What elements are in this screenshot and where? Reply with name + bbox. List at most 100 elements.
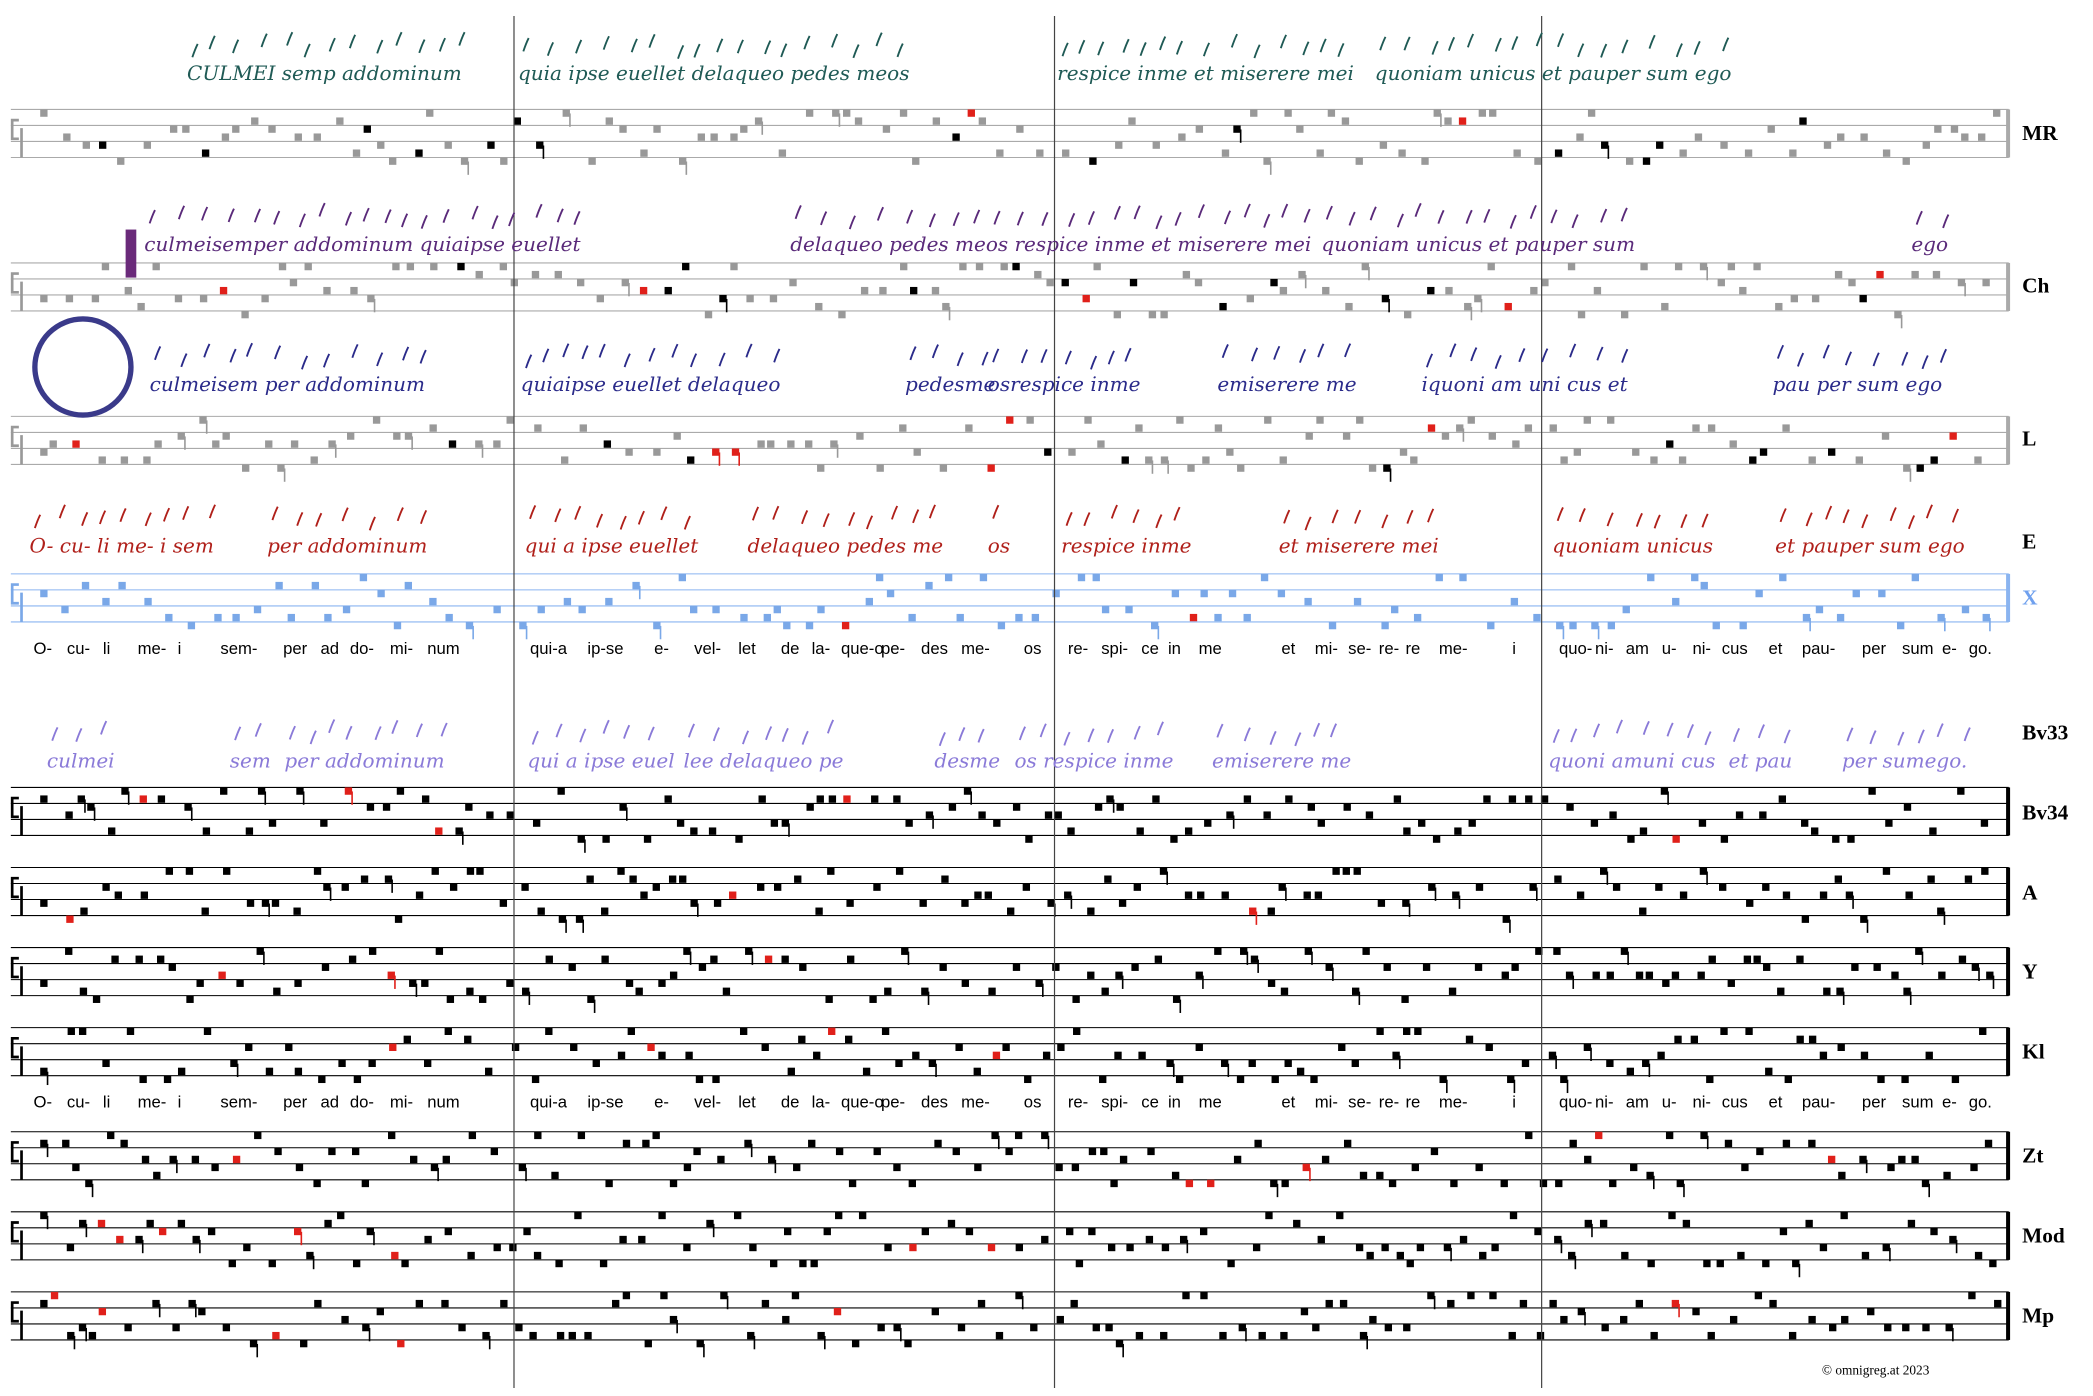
lyric-syllable: sem- (220, 639, 257, 658)
neume-note (458, 1323, 466, 1332)
neume-note (1788, 1331, 1797, 1340)
neume-note (1338, 1043, 1346, 1052)
neume-note (1179, 1235, 1188, 1244)
neume-sign (1230, 33, 1238, 48)
neume-note (1248, 1059, 1256, 1068)
neume-note (1300, 1307, 1309, 1316)
neume-note (1088, 1147, 1097, 1156)
lyric-syllable: per (283, 639, 308, 658)
neume-note (961, 899, 969, 907)
manuscript-text: O- cu- li me- i sem (30, 534, 214, 558)
neume-note (1220, 1059, 1229, 1068)
neume-note (1092, 1323, 1100, 1332)
neume-note (313, 867, 322, 875)
neume-note (939, 963, 947, 971)
neume-note (1694, 133, 1703, 141)
neume-note (1993, 109, 2001, 117)
neume-note (1777, 987, 1785, 995)
neume-note (245, 827, 254, 835)
manuscript-text: qui a ipse euellet (525, 534, 700, 558)
neume-note (1898, 1155, 1906, 1164)
neume-note (965, 424, 973, 432)
neume-note (1485, 1043, 1493, 1052)
neume-note (1302, 1163, 1310, 1172)
neume-note (1827, 1155, 1836, 1164)
neume-sign (683, 515, 691, 530)
neume-note (1622, 605, 1630, 614)
neume-sign (1693, 40, 1701, 55)
neume-sign (1175, 40, 1184, 55)
neume-note (1934, 125, 1942, 133)
neume-note (1113, 310, 1122, 319)
neume-sign (931, 344, 939, 359)
neume-note (1556, 621, 1564, 630)
neume-sign (773, 348, 781, 363)
neume-note (318, 1075, 326, 1084)
neume-sign (144, 512, 152, 527)
neume-note (1228, 589, 1237, 598)
neume-note (798, 1035, 806, 1043)
neume-note (1383, 464, 1391, 472)
neume-note (1277, 589, 1286, 598)
neume-note (268, 819, 277, 827)
neume-note (1160, 1331, 1168, 1340)
neume-note (1458, 117, 1467, 125)
neume-sign (575, 39, 583, 54)
neume-sign (992, 504, 1000, 519)
neume-note (1447, 1299, 1455, 1308)
neume-note (1030, 1323, 1038, 1332)
neume-note (629, 875, 637, 883)
neume-note (1160, 456, 1169, 464)
neume-note (1056, 1315, 1064, 1324)
neume-note (1489, 1291, 1497, 1300)
neume-note (955, 1043, 963, 1052)
neume-note (533, 1251, 542, 1260)
neume-note (835, 1211, 843, 1220)
neume-note (1016, 125, 1024, 133)
neume-note (1221, 891, 1229, 899)
neume-sign (344, 211, 353, 226)
neume-note (1061, 278, 1069, 287)
neume-note (939, 464, 948, 472)
neume-note (1199, 1227, 1208, 1236)
neume-note (1133, 883, 1141, 891)
neume-note (995, 1331, 1004, 1340)
neume-note (1672, 835, 1680, 843)
neume-sign (555, 723, 563, 738)
neume-note (673, 432, 681, 440)
neume-note (846, 899, 854, 907)
neume-sign (529, 505, 537, 520)
neume-note (1219, 1331, 1227, 1340)
neume-note (833, 1307, 842, 1316)
neume-sign (315, 512, 323, 527)
neume-note (40, 1299, 48, 1308)
neume-note (1887, 1163, 1895, 1172)
neume-note (545, 955, 553, 963)
neume-sign (1087, 728, 1095, 743)
neume-note (223, 867, 231, 875)
neume-note (1121, 456, 1129, 464)
neume-sign (1303, 208, 1311, 223)
neume-note (882, 125, 891, 133)
neume-note (1413, 613, 1422, 622)
neume-note (40, 979, 48, 987)
lyric-syllable: e- (654, 1093, 669, 1112)
neume-sign (345, 725, 353, 740)
neume-note (1978, 133, 1986, 141)
neume-note (1377, 899, 1386, 907)
neume-sign (938, 732, 946, 747)
neume-note (388, 1131, 396, 1140)
neume-note (1450, 1179, 1458, 1188)
neume-note (1837, 133, 1845, 141)
neume-note (1007, 907, 1015, 915)
manuscript-text: quoni amuni cus (1548, 748, 1715, 772)
neume-note (1435, 573, 1443, 582)
clef (10, 1036, 23, 1076)
neume-note (85, 1179, 93, 1188)
neume-note (1489, 109, 1497, 117)
neume-note (1848, 278, 1856, 287)
neume-sign (1925, 504, 1933, 519)
neume-note (222, 1323, 231, 1332)
neume-note (352, 1259, 361, 1268)
neume-note (1107, 1243, 1116, 1252)
